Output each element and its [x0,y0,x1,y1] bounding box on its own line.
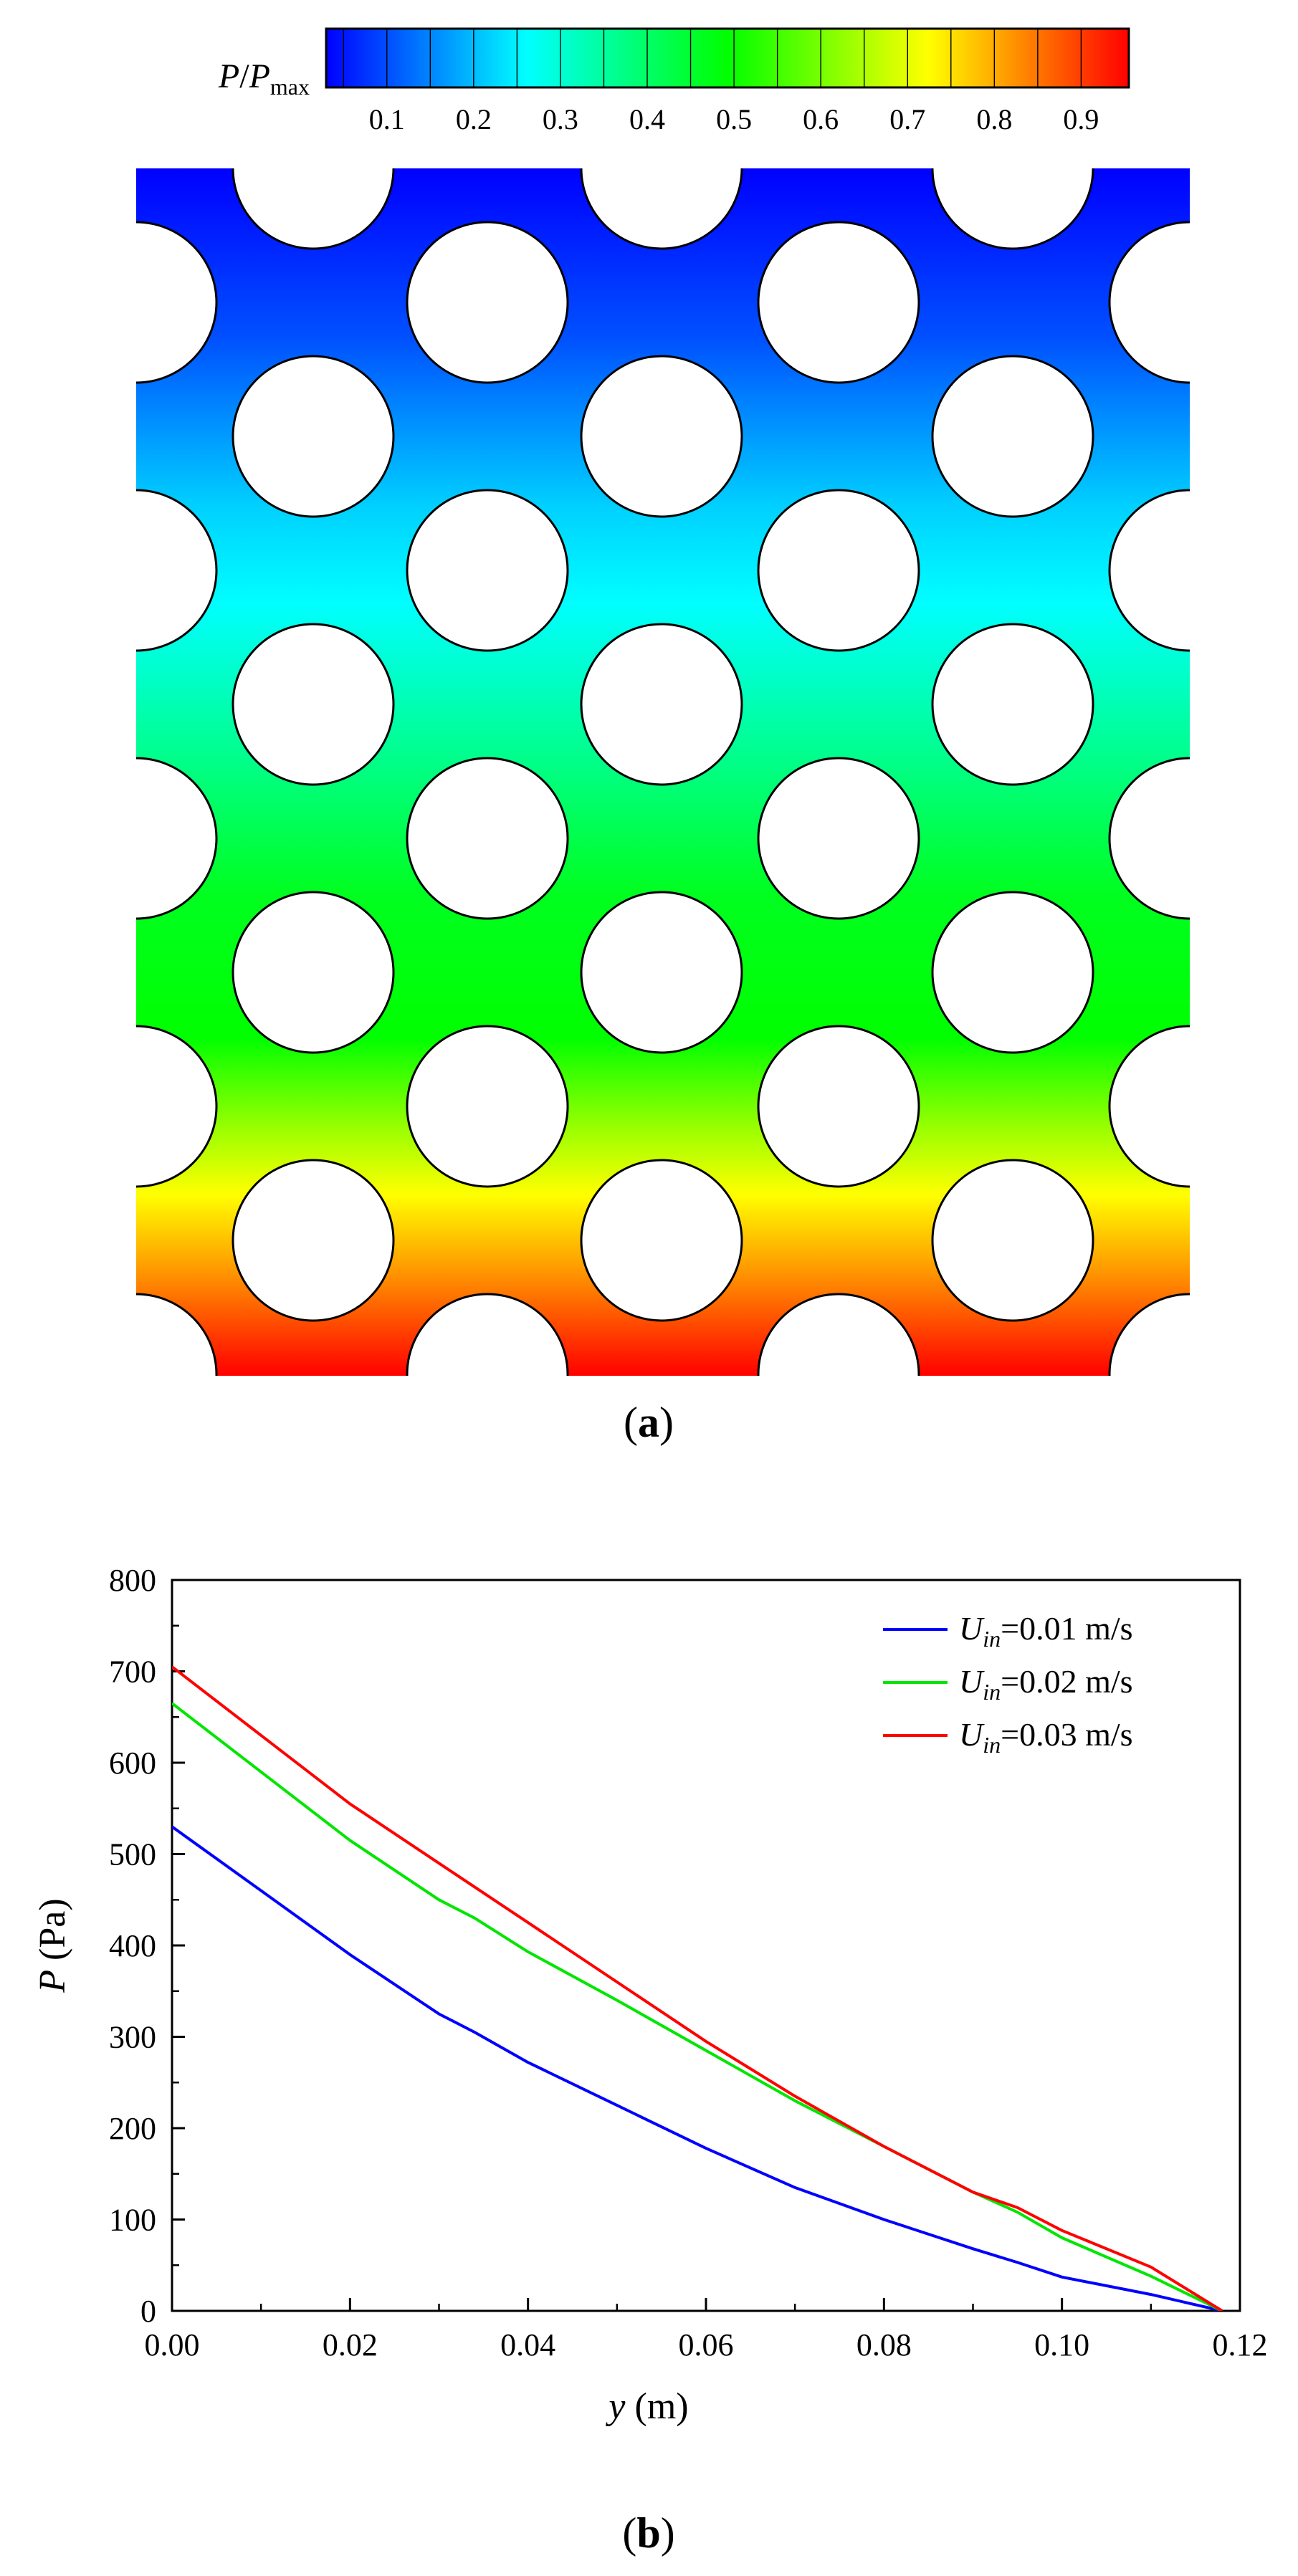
x-tick-label: 0.04 [500,2327,555,2362]
cylinder [406,1293,569,1376]
cylinder [232,623,395,786]
cylinder [757,221,920,384]
colorbar-label: P/Pmax [218,57,310,100]
panel-b-caption: (b) [622,2509,674,2557]
cylinder [406,221,569,384]
cylinder [1108,1025,1190,1188]
y-tick-label: 500 [109,1837,156,1872]
y-axis-label: P (Pa) [32,1898,73,1993]
cylinder [931,623,1094,786]
cylinder [232,1159,395,1322]
x-tick-label: 0.08 [856,2327,912,2362]
panel-a-caption: (a) [624,1399,674,1446]
y-tick-label: 700 [109,1655,156,1690]
colorbar-tick-label: 0.7 [889,103,925,135]
cylinder [580,355,743,518]
cylinder [1108,489,1190,652]
cylinder [931,168,1094,250]
colorbar-tick-label: 0.5 [716,103,752,135]
cylinder [757,489,920,652]
cylinder-array [136,168,1190,1376]
cylinder [580,1159,743,1322]
y-tick-label: 300 [109,2020,156,2055]
cylinder [580,623,743,786]
legend-label: Uin=0.01 m/s [959,1610,1133,1652]
cylinder [136,757,218,920]
series-line-1 [172,1825,1223,2311]
legend: Uin=0.01 m/s Uin=0.02 m/s Uin=0.03 m/s [883,1610,1133,1758]
cylinder [1108,1293,1190,1376]
colorbar-tick-label: 0.1 [369,103,405,135]
cylinder [406,757,569,920]
y-axis: 0 100 200 300 400 500 600 700 800 [109,1563,185,2329]
x-tick-label: 0.10 [1034,2327,1089,2362]
cylinder [232,355,395,518]
x-axis-label: y (m) [605,2386,688,2427]
cylinder [136,1293,218,1376]
line-chart: 0.00 0.02 0.04 0.06 0.08 0.10 0.12 0 100 200 300 4… [32,1563,1268,2427]
cylinder [931,891,1094,1054]
cylinder [1108,757,1190,920]
cylinder [136,489,218,652]
colorbar-tick-label: 0.2 [456,103,492,135]
x-tick-label: 0.12 [1213,2327,1268,2362]
cylinder [931,355,1094,518]
cylinder [232,891,395,1054]
cylinder [757,1025,920,1188]
legend-label: Uin=0.03 m/s [959,1716,1133,1758]
series-line-3 [172,1665,1223,2311]
cylinder [406,1025,569,1188]
cylinder [406,489,569,652]
y-tick-label: 100 [109,2203,156,2238]
cylinder [232,168,395,250]
x-tick-label: 0.00 [145,2327,200,2362]
colorbar-tick-label: 0.6 [803,103,839,135]
cylinder [136,1025,218,1188]
colorbar-tick-label: 0.3 [543,103,578,135]
cylinder [1108,221,1190,384]
y-tick-label: 0 [140,2294,156,2329]
colorbar-tick-label: 0.9 [1063,103,1099,135]
cylinder [931,1159,1094,1322]
y-tick-label: 800 [109,1563,156,1598]
y-tick-label: 200 [109,2111,156,2146]
legend-label: Uin=0.02 m/s [959,1663,1133,1705]
x-axis: 0.00 0.02 0.04 0.06 0.08 0.10 0.12 [145,2298,1268,2362]
colorbar-tick-label: 0.4 [629,103,665,135]
series-line-2 [172,1702,1223,2311]
series-group [172,1665,1223,2311]
cylinder [757,1293,920,1376]
cylinder [580,168,743,250]
colorbar-tick-label: 0.8 [976,103,1012,135]
colorbar: P/Pmax 0.1 0.2 0.3 0.4 0.5 0.6 0.7 0.8 0.9 [218,27,1130,135]
x-tick-label: 0.06 [679,2327,734,2362]
contour-plot [136,168,1190,1376]
cylinder [580,891,743,1054]
colorbar-ticks: 0.1 0.2 0.3 0.4 0.5 0.6 0.7 0.8 0.9 [343,29,1099,135]
cylinder [136,221,218,384]
x-tick-label: 0.02 [323,2327,378,2362]
y-tick-label: 600 [109,1746,156,1781]
y-tick-label: 400 [109,1928,156,1963]
colorbar-bar [325,27,1130,89]
cylinder [757,757,920,920]
